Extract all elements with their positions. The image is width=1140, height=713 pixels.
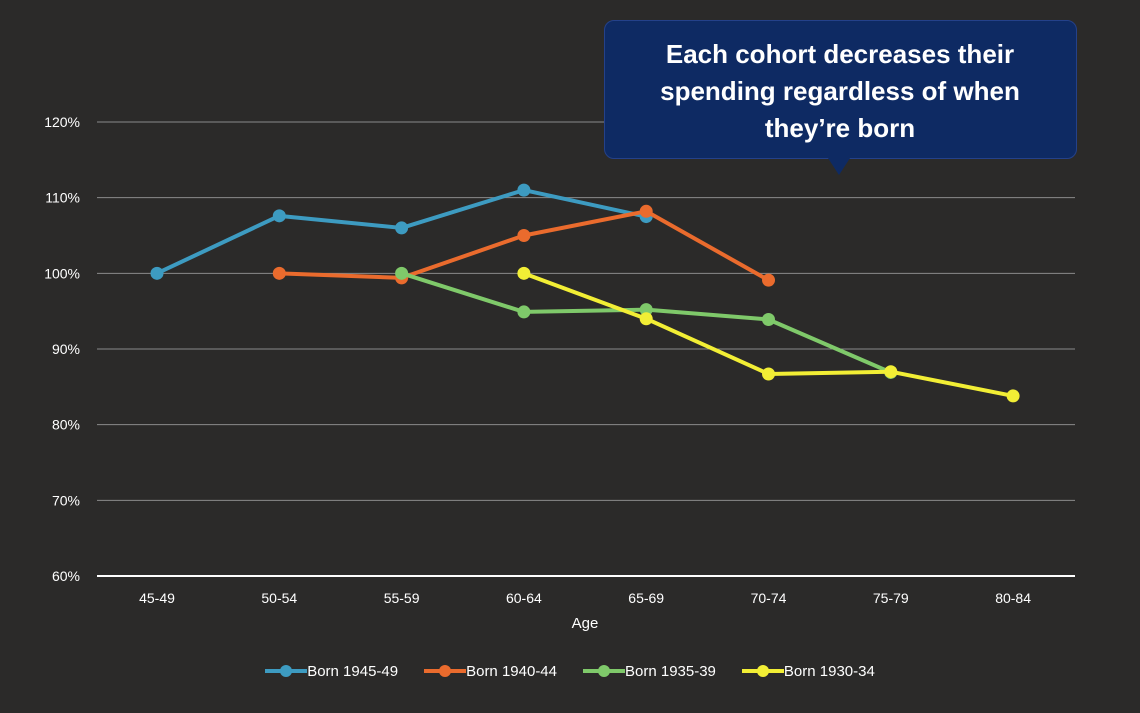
x-axis-label: Age xyxy=(572,615,599,632)
x-tick-label: 45-49 xyxy=(139,590,175,606)
x-tick-label: 70-74 xyxy=(751,590,787,606)
callout-box xyxy=(604,20,1077,159)
legend-item: Born 1945-49 xyxy=(265,659,398,683)
data-point xyxy=(1006,389,1020,403)
x-tick-label: 50-54 xyxy=(261,590,297,606)
y-tick-label: 110% xyxy=(45,190,80,206)
legend-label: Born 1930-34 xyxy=(783,662,875,680)
series-lines xyxy=(150,183,1020,403)
data-point xyxy=(395,266,409,280)
legend-label: Born 1940-44 xyxy=(466,662,557,680)
y-tick-label: 120% xyxy=(44,114,80,130)
y-tick-label: 90% xyxy=(52,341,80,357)
legend: Born 1945-49 Born 1940-44 Born 1935-39 Born… xyxy=(0,659,1140,683)
callout-pointer xyxy=(826,155,852,175)
data-point xyxy=(517,183,531,197)
y-tick-label: 80% xyxy=(52,417,80,433)
data-point xyxy=(639,312,653,326)
data-point xyxy=(517,229,531,242)
y-axis-ticks: 60% 70% 80% 90% 100% 110% 120% xyxy=(44,114,80,584)
y-tick-label: 70% xyxy=(52,492,80,508)
data-point xyxy=(639,204,653,218)
legend-item: Born 1935-39 xyxy=(583,659,716,683)
series-4 xyxy=(517,266,1020,403)
legend-swatch xyxy=(741,665,784,677)
y-tick-label: 60% xyxy=(52,568,80,584)
gridlines xyxy=(97,121,1075,577)
data-point xyxy=(762,312,775,326)
callout-text: Each cohort decreases their spending reg… xyxy=(660,39,1020,143)
data-point xyxy=(150,266,164,280)
data-point xyxy=(272,266,286,280)
data-point xyxy=(517,305,531,319)
data-point xyxy=(762,273,775,287)
series-1 xyxy=(150,183,653,280)
x-tick-label: 60-64 xyxy=(506,590,542,606)
data-point xyxy=(517,266,531,280)
legend-item: Born 1930-34 xyxy=(741,659,875,683)
legend-swatch xyxy=(583,665,625,677)
data-point xyxy=(395,221,409,235)
x-tick-label: 75-79 xyxy=(873,590,909,606)
x-tick-label: 55-59 xyxy=(384,590,420,606)
data-point xyxy=(272,209,286,223)
y-tick-label: 100% xyxy=(44,265,80,281)
legend-label: Born 1945-49 xyxy=(307,662,399,680)
x-tick-label: 80-84 xyxy=(995,590,1031,606)
data-point xyxy=(639,303,653,317)
legend-swatch xyxy=(424,665,467,677)
x-tick-label: 65-69 xyxy=(628,590,664,606)
data-point xyxy=(762,367,775,381)
legend-item: Born 1940-44 xyxy=(424,659,557,683)
x-axis-ticks: 45-49 50-54 55-59 60-64 65-69 70-74 75-79 80-84 xyxy=(139,590,1031,606)
data-point xyxy=(884,365,898,379)
legend-swatch xyxy=(265,665,308,677)
legend-label: Born 1935-39 xyxy=(625,662,716,680)
